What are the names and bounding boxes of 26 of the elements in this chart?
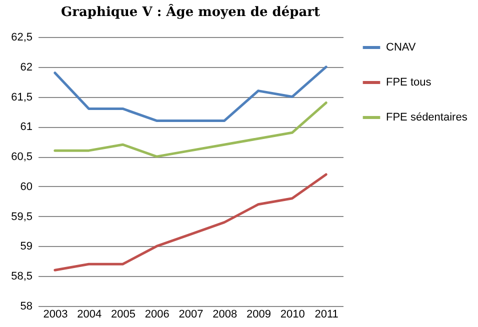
x-tick-label: 2009 <box>246 308 272 320</box>
line-series <box>54 173 328 272</box>
legend-label: FPE sédentaires <box>386 112 468 124</box>
x-tick-label: 2008 <box>212 308 238 320</box>
y-tick-label: 59 <box>20 240 32 253</box>
x-tick-label: 2006 <box>144 308 170 320</box>
x-tick-label: 2003 <box>43 308 68 320</box>
y-tick-label: 61,5 <box>11 91 32 104</box>
y-tick-label: 60 <box>20 180 32 193</box>
y-tick-label: 61 <box>20 121 32 134</box>
legend-label: CNAV <box>386 42 416 54</box>
x-tick-label: 2004 <box>77 308 102 320</box>
x-tick-label: 2011 <box>314 308 338 320</box>
x-tick-label: 2007 <box>178 308 204 320</box>
y-tick-label: 58,5 <box>11 270 32 283</box>
legend-label: FPE tous <box>386 76 432 88</box>
x-tick-label: 2010 <box>280 308 305 320</box>
y-tick-label: 59,5 <box>11 210 32 223</box>
y-tick-label: 62,5 <box>11 32 32 44</box>
chart-title: Graphique V : Âge moyen de départ <box>61 3 320 20</box>
y-tick-label: 60,5 <box>11 151 32 164</box>
y-tick-label: 62 <box>20 61 32 74</box>
line-series <box>54 102 328 158</box>
x-tick-label: 2005 <box>110 308 136 320</box>
line-series <box>54 66 328 122</box>
y-tick-label: 58 <box>20 300 32 312</box>
